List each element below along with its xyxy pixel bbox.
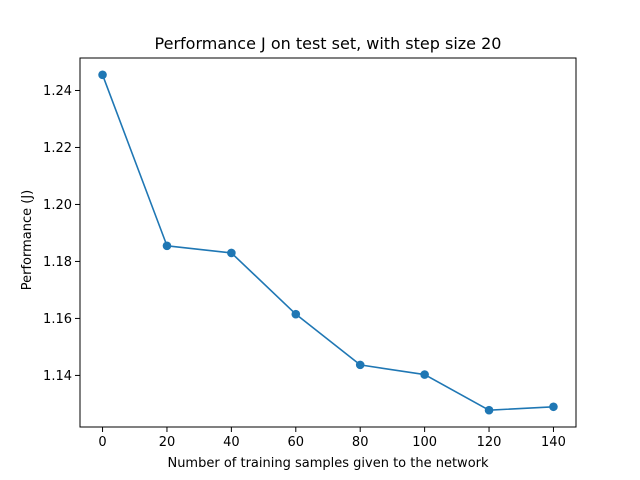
y-axis-label: Performance (J) <box>20 190 35 291</box>
x-axis: 0 20 40 60 80 100 120 140 <box>98 427 566 450</box>
x-tick-label: 40 <box>223 435 240 450</box>
chart-title: Performance J on test set, with step siz… <box>155 34 502 53</box>
x-tick-label: 120 <box>477 435 502 450</box>
x-tick-label: 80 <box>352 435 369 450</box>
x-tick-label: 20 <box>159 435 176 450</box>
data-point <box>162 241 172 251</box>
y-axis: 1.14 1.16 1.18 1.20 1.22 1.24 <box>43 84 80 384</box>
plot-area <box>98 70 558 415</box>
data-point <box>355 360 365 370</box>
y-tick-label: 1.22 <box>43 141 72 156</box>
data-point <box>420 370 429 379</box>
x-tick-label: 140 <box>541 435 566 450</box>
data-point <box>484 405 494 415</box>
data-point <box>291 309 301 319</box>
x-axis-label: Number of training samples given to the … <box>167 456 489 471</box>
data-point <box>98 70 107 80</box>
y-tick-label: 1.14 <box>43 369 72 384</box>
x-tick-label: 100 <box>412 435 437 450</box>
y-tick-label: 1.18 <box>43 255 72 270</box>
axes-frame <box>79 57 577 428</box>
data-point <box>227 248 236 258</box>
series-line <box>101 74 554 411</box>
y-tick-label: 1.20 <box>43 198 72 213</box>
data-point <box>549 402 558 412</box>
x-tick-label: 0 <box>98 435 106 450</box>
x-tick-label: 60 <box>288 435 305 450</box>
y-tick-label: 1.24 <box>43 84 72 99</box>
y-tick-label: 1.16 <box>43 312 72 327</box>
